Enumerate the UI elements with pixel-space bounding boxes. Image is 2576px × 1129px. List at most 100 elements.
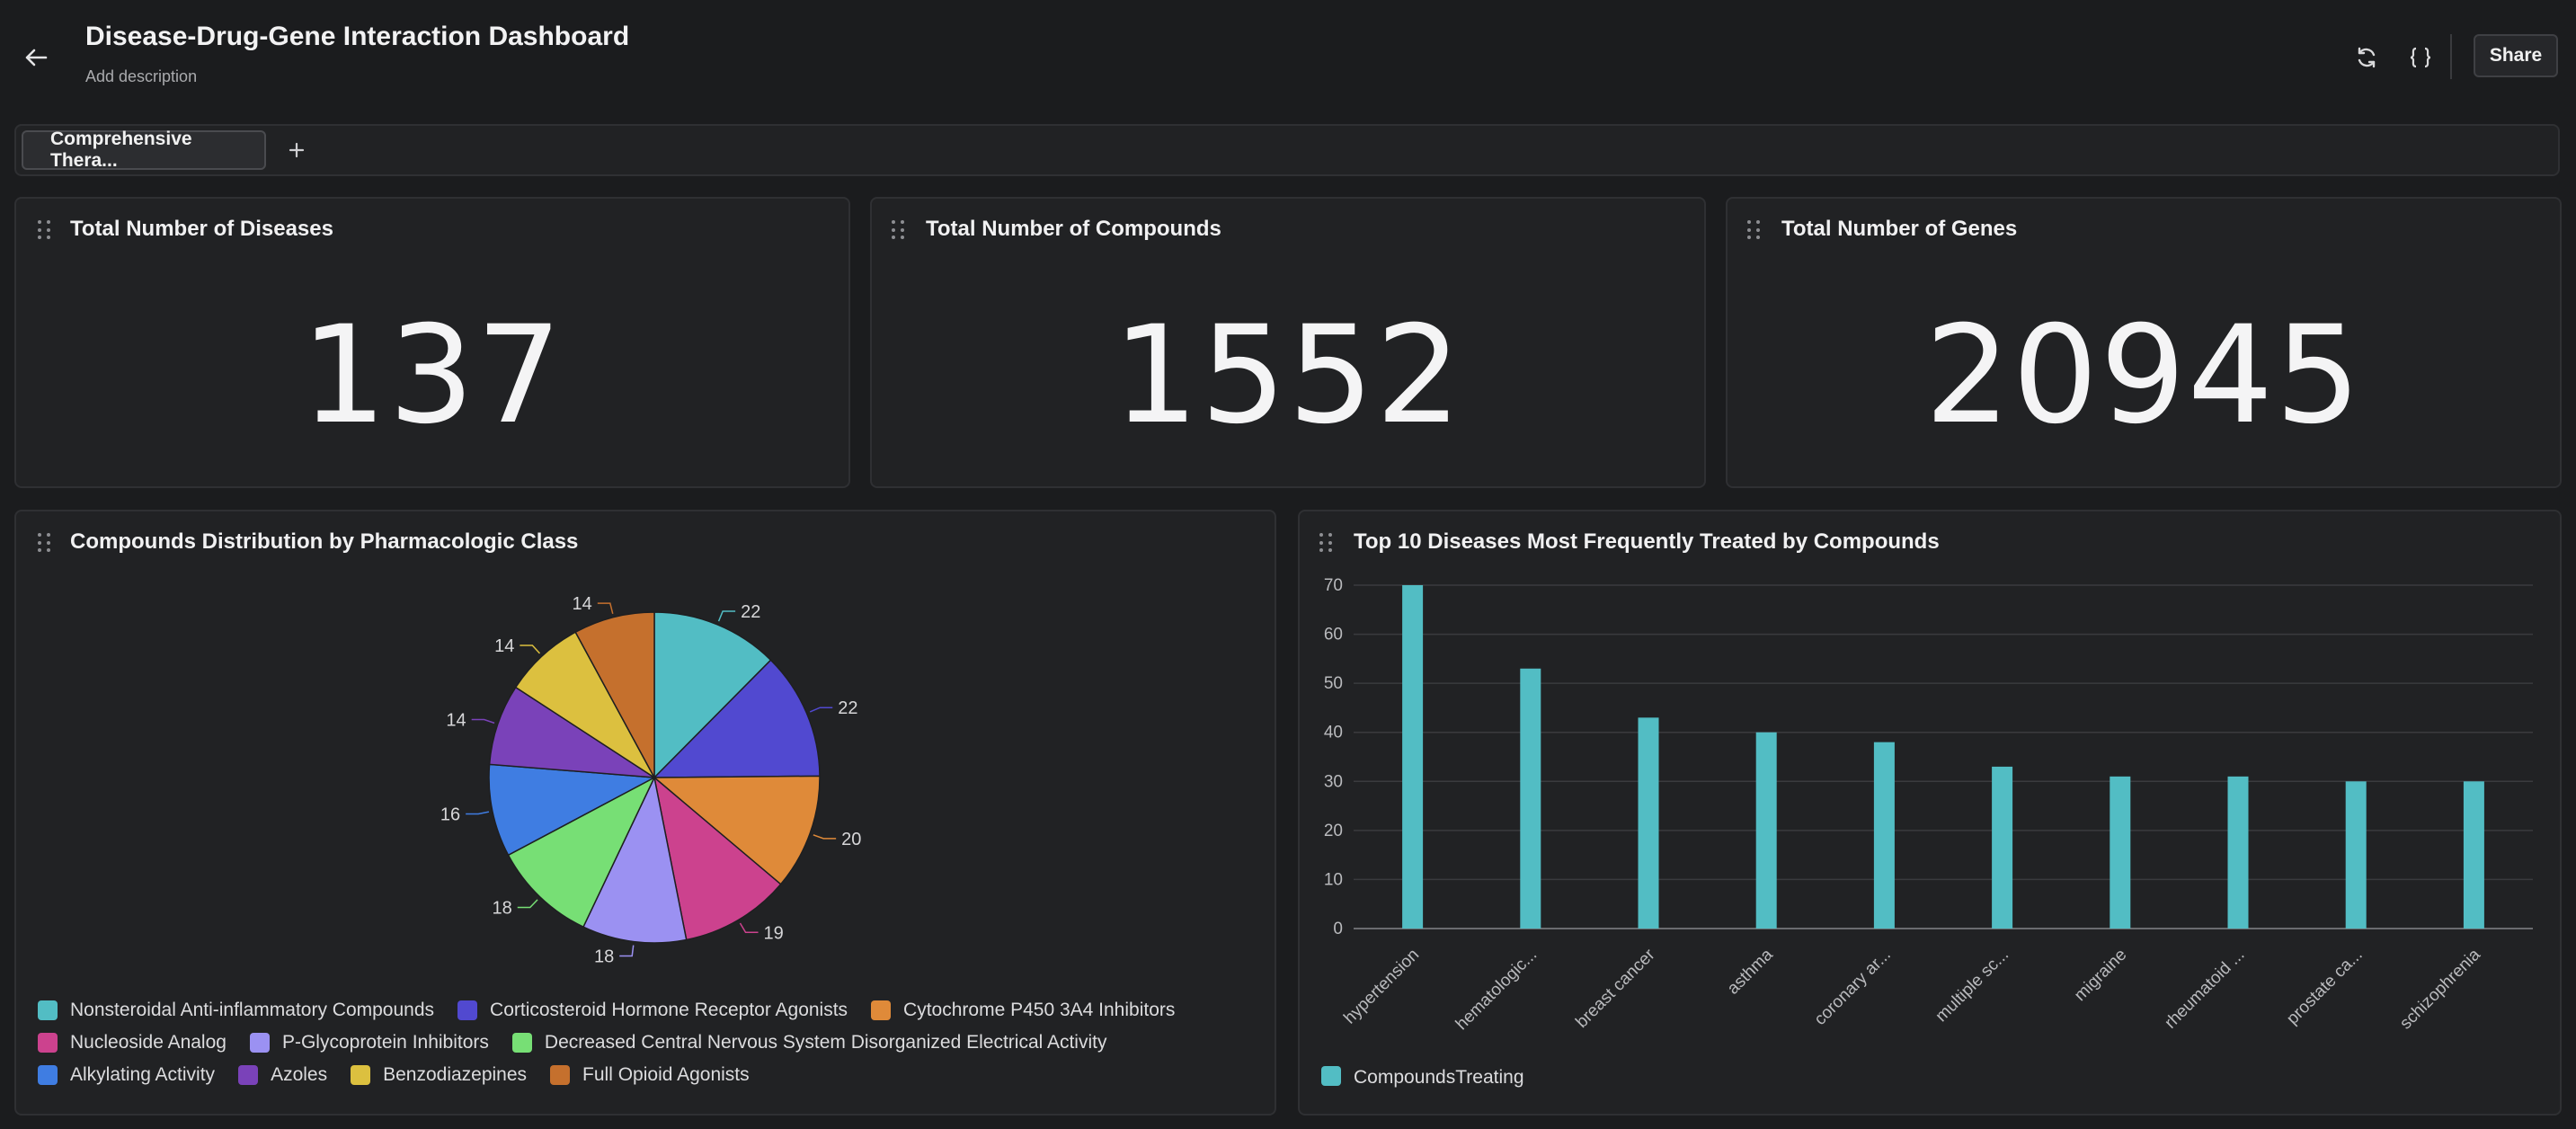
legend-item[interactable]: Benzodiazepines [351, 1064, 527, 1086]
pie-slice[interactable] [653, 611, 772, 779]
pie-data-label: 19 [764, 923, 784, 943]
drag-handle-icon[interactable] [1747, 220, 1762, 240]
legend-item[interactable]: Corticosteroid Hormone Receptor Agonists [457, 1000, 848, 1021]
pie-label-leader [517, 899, 538, 909]
pie-slice[interactable] [653, 776, 782, 941]
x-tick-label: asthma [1724, 945, 1777, 998]
metric-card-compounds: Total Number of Compounds 1552 [870, 197, 1706, 488]
drag-handle-icon[interactable] [892, 220, 906, 240]
legend-row: Alkylating Activity Azoles Benzodiazepines… [38, 1059, 1260, 1091]
add-description-link[interactable]: Add description [85, 67, 198, 85]
bar[interactable] [2110, 776, 2131, 929]
y-tick-label: 30 [1324, 772, 1343, 791]
pie-slice[interactable] [514, 631, 655, 778]
bar[interactable] [1992, 766, 2013, 929]
pie-data-label: 14 [494, 636, 514, 656]
legend-swatch [249, 1033, 270, 1053]
pie-label-leader [813, 834, 837, 840]
y-tick-label: 50 [1324, 674, 1343, 693]
pie-slice[interactable] [582, 775, 688, 944]
share-button[interactable]: Share [2474, 34, 2558, 77]
pie-data-label: 22 [741, 602, 760, 622]
drag-handle-icon[interactable] [38, 220, 52, 240]
bar[interactable] [1520, 668, 1541, 929]
legend-item[interactable]: Full Opioid Agonists [550, 1064, 750, 1086]
pie-data-label: 16 [440, 805, 460, 825]
tab-comprehensive-therapeutics[interactable]: Comprehensive Thera... [22, 129, 266, 171]
legend-swatch[interactable] [1321, 1066, 1341, 1086]
legend-swatch [511, 1033, 532, 1053]
pie-slice[interactable] [653, 659, 821, 778]
pie-data-label: 20 [841, 830, 861, 849]
x-tick-label: rheumatoid ... [2162, 946, 2249, 1033]
legend-swatch [38, 1065, 58, 1085]
x-tick-label: schizophrenia [2396, 945, 2484, 1033]
x-tick-label: coronary ar... [1811, 946, 1895, 1029]
pie-slice[interactable] [488, 763, 657, 857]
legend-item[interactable]: Nucleoside Analog [38, 1032, 227, 1053]
bar[interactable] [1402, 585, 1424, 929]
legend-item[interactable]: Cytochrome P450 3A4 Inhibitors [871, 1000, 1175, 1021]
bar[interactable] [1638, 717, 1659, 929]
chart-title: Compounds Distribution by Pharmacologic … [70, 529, 579, 554]
legend-item[interactable]: Decreased Central Nervous System Disorga… [511, 1032, 1107, 1053]
add-tab-button[interactable] [280, 133, 313, 167]
drag-handle-icon[interactable] [1319, 533, 1334, 553]
bar-chart: 0 10 20 30 40 50 60 70 hypertension hematologic..… [1321, 576, 2533, 1088]
header-divider [2450, 34, 2452, 79]
refresh-icon [2358, 47, 2376, 68]
pie-label-leader [717, 610, 736, 622]
legend-label: Full Opioid Agonists [582, 1064, 750, 1085]
pie-data-label: 14 [573, 594, 592, 614]
legend-swatch [871, 1000, 892, 1020]
legend-row: Nucleoside Analog P-Glycoprotein Inhibito… [38, 1027, 1260, 1059]
pie-slice[interactable] [507, 776, 656, 929]
bar[interactable] [1755, 732, 1777, 929]
x-tick-label: migraine [2071, 946, 2130, 1005]
pie-label-leader [809, 707, 833, 713]
legend-label: Nonsteroidal Anti-inflammatory Compounds [70, 1000, 435, 1020]
pie-label-leader [466, 811, 490, 815]
metric-card-genes: Total Number of Genes 20945 [1726, 197, 2562, 488]
pie-data-label: 22 [838, 698, 857, 718]
arrow-left-icon [25, 49, 48, 67]
metric-value: 137 [300, 298, 564, 454]
legend-item[interactable]: Nonsteroidal Anti-inflammatory Compounds [38, 1000, 434, 1021]
legend-row: Nonsteroidal Anti-inflammatory Compounds… [38, 994, 1260, 1027]
metric-title: Total Number of Compounds [926, 217, 1221, 241]
bar[interactable] [2463, 781, 2484, 929]
legend-swatch [38, 1033, 58, 1053]
bar[interactable] [2345, 781, 2367, 929]
bar[interactable] [2227, 776, 2249, 929]
legend-item[interactable]: P-Glycoprotein Inhibitors [249, 1032, 489, 1053]
back-button[interactable] [18, 40, 54, 76]
y-tick-label: 10 [1324, 870, 1343, 889]
pie-slice[interactable] [488, 686, 655, 778]
x-tick-label: multiple sc... [1932, 946, 2013, 1027]
bar[interactable] [1873, 742, 1895, 929]
legend-item[interactable]: Azoles [238, 1064, 327, 1086]
braces-icon [2410, 47, 2431, 68]
legend-swatch [550, 1065, 571, 1085]
dashboard-title: Disease-Drug-Gene Interaction Dashboard [85, 22, 630, 51]
legend-label: Benzodiazepines [383, 1064, 528, 1085]
json-view-button[interactable] [2401, 38, 2440, 77]
metric-title: Total Number of Genes [1781, 217, 2018, 241]
pie-data-label: 18 [493, 899, 512, 919]
metric-value: 1552 [1113, 298, 1463, 454]
pie-slice[interactable] [652, 775, 821, 885]
legend-swatch [238, 1065, 259, 1085]
pie-data-label: 18 [594, 947, 614, 966]
pie-slice[interactable] [574, 611, 655, 778]
legend-item[interactable]: Alkylating Activity [38, 1064, 215, 1086]
y-tick-label: 20 [1324, 822, 1343, 840]
pie-label-leader [597, 602, 614, 614]
legend-label[interactable]: CompoundsTreating [1354, 1067, 1524, 1088]
y-tick-label: 0 [1333, 920, 1343, 938]
tab-bar [14, 124, 2560, 176]
drag-handle-icon[interactable] [38, 533, 52, 553]
legend-label: Decreased Central Nervous System Disorga… [544, 1032, 1107, 1053]
metric-title: Total Number of Diseases [70, 217, 333, 241]
pie-legend: Nonsteroidal Anti-inflammatory Compounds… [38, 994, 1260, 1091]
refresh-button[interactable] [2347, 38, 2386, 77]
